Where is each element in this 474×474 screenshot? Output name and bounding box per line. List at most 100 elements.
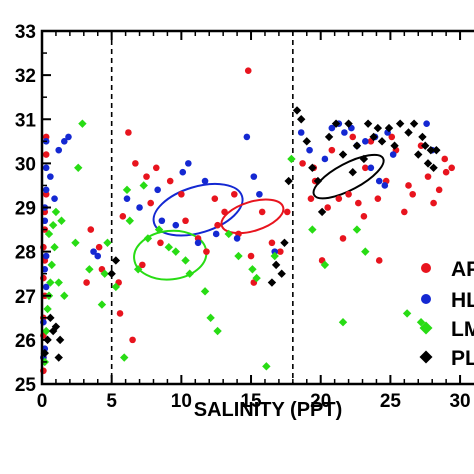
y-tick-label: 26	[15, 331, 36, 352]
data-point-hl	[47, 173, 54, 180]
data-point-hl	[172, 221, 180, 229]
data-point-ap	[324, 204, 331, 211]
data-point-hl	[51, 195, 58, 202]
data-point-lm	[85, 265, 94, 274]
data-point-hl	[212, 230, 220, 238]
data-point-ap	[283, 208, 291, 216]
data-point-ap	[349, 133, 357, 141]
data-point-pl	[421, 141, 430, 150]
legend-label-pl: PL	[451, 347, 474, 370]
data-point-pl	[426, 145, 435, 155]
data-point-hl	[362, 138, 369, 145]
data-point-ap	[345, 190, 352, 198]
data-point-lm	[213, 326, 222, 336]
data-point-lm	[41, 326, 51, 336]
y-tick-label: 25	[15, 375, 37, 396]
data-point-ap	[182, 217, 189, 225]
data-point-hl	[60, 138, 68, 145]
plot-frame	[40, 29, 474, 386]
data-point-hl	[328, 124, 336, 132]
data-point-pl	[363, 119, 373, 128]
y-tick-label: 29	[15, 199, 36, 220]
axis-ticks	[41, 30, 462, 385]
data-point-ap	[231, 190, 238, 198]
data-point-pl	[271, 260, 281, 270]
data-point-ap	[424, 173, 432, 180]
data-point-lm	[47, 260, 56, 270]
data-point-lm	[103, 238, 112, 247]
data-point-lm	[125, 216, 134, 225]
data-point-lm	[100, 269, 109, 278]
data-point-pl	[46, 313, 55, 323]
data-point-ap	[258, 208, 266, 216]
data-point-hl	[179, 168, 187, 176]
data-point-lm	[44, 229, 54, 239]
data-point-ap	[374, 195, 382, 202]
x-tick-label: 30	[449, 391, 470, 412]
data-point-ap	[132, 160, 139, 167]
data-point-hl	[42, 252, 50, 260]
data-point-pl	[390, 141, 399, 150]
data-point-lm	[50, 243, 59, 252]
data-point-ap	[335, 195, 343, 202]
data-point-ap	[448, 164, 456, 172]
data-point-ap	[143, 173, 150, 180]
data-point-lm	[43, 304, 52, 314]
data-point-ap	[441, 155, 449, 163]
data-point-ap	[388, 133, 396, 141]
data-point-ap	[442, 168, 450, 176]
data-point-ap	[157, 239, 164, 247]
data-point-ap	[307, 195, 315, 202]
data-point-hl	[367, 164, 375, 172]
data-point-hl	[136, 204, 143, 211]
legend-label-ap: AP	[451, 258, 474, 281]
data-point-lm	[48, 220, 58, 230]
data-point-lm	[287, 154, 296, 164]
data-point-pl	[284, 176, 293, 186]
data-point-pl	[423, 159, 433, 168]
data-point-pl	[267, 278, 277, 287]
data-point-lm	[78, 119, 87, 128]
cluster-ellipse	[220, 198, 285, 235]
x-tick-label: 20	[310, 391, 331, 412]
data-point-pl	[51, 322, 61, 331]
legend-marker-ap	[421, 263, 431, 273]
data-point-lm	[262, 362, 271, 371]
y-tick-labels: 25 26 27 28 29 30 31 32 33	[15, 22, 37, 396]
data-point-pl	[324, 132, 334, 142]
data-point-hl	[42, 164, 50, 172]
data-point-pl	[418, 132, 427, 142]
data-point-pl	[432, 145, 441, 155]
data-point-pl	[344, 119, 353, 128]
data-point-hl	[250, 173, 258, 180]
data-point-pl	[280, 238, 289, 247]
data-point-ap	[355, 199, 362, 207]
data-point-hl	[158, 217, 166, 225]
x-tick-labels: 0 5 10 15 20 25 30	[37, 391, 471, 412]
data-point-lm	[320, 260, 330, 270]
data-point-ap	[244, 67, 252, 75]
data-point-hl	[321, 155, 329, 163]
data-point-hl	[65, 133, 72, 141]
x-tick-label: 15	[240, 391, 262, 412]
data-point-lm	[111, 282, 121, 292]
data-point-lm	[143, 234, 153, 243]
data-point-lm	[120, 353, 129, 362]
data-point-hl	[271, 248, 279, 255]
data-point-lm	[71, 238, 80, 247]
data-point-lm	[206, 313, 215, 323]
y-tick-label: 33	[15, 22, 36, 43]
data-point-ap	[87, 226, 95, 233]
data-point-ap	[95, 243, 103, 251]
data-point-hl	[201, 177, 209, 185]
data-point-lm	[74, 163, 83, 172]
data-point-lm	[224, 229, 233, 239]
cluster-ellipse	[152, 182, 244, 237]
data-point-ap	[139, 261, 146, 269]
data-point-lm	[46, 278, 55, 287]
data-point-pl	[277, 269, 286, 278]
data-point-lm	[185, 269, 194, 278]
data-point-ap	[203, 248, 210, 255]
data-point-lm	[122, 185, 132, 195]
